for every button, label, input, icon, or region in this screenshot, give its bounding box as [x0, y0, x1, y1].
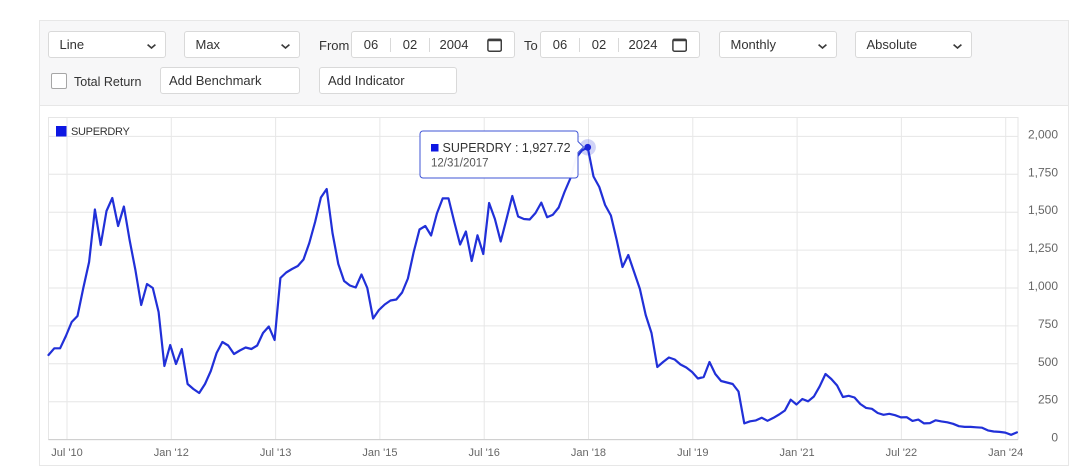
svg-text:0: 0 — [1051, 431, 1058, 445]
svg-text:1,000: 1,000 — [1028, 279, 1058, 293]
svg-text:Jan '18: Jan '18 — [571, 447, 606, 459]
svg-text:1,250: 1,250 — [1028, 241, 1058, 255]
svg-text:Jul '13: Jul '13 — [260, 447, 291, 459]
svg-text:12/31/2017: 12/31/2017 — [431, 158, 489, 170]
svg-text:2,000: 2,000 — [1028, 127, 1058, 141]
svg-text:SUPERDRY: SUPERDRY — [71, 126, 130, 138]
svg-text:Jan '21: Jan '21 — [780, 447, 815, 459]
svg-text:1,750: 1,750 — [1028, 165, 1058, 179]
svg-text:750: 750 — [1038, 317, 1058, 331]
svg-text:SUPERDRY : 1,927.72: SUPERDRY : 1,927.72 — [443, 141, 571, 155]
svg-text:250: 250 — [1038, 393, 1058, 407]
svg-text:Jul '16: Jul '16 — [468, 447, 499, 459]
svg-text:1,500: 1,500 — [1028, 203, 1058, 217]
svg-text:Jul '22: Jul '22 — [886, 447, 917, 459]
svg-text:Jul '19: Jul '19 — [677, 447, 708, 459]
svg-text:500: 500 — [1038, 355, 1058, 369]
svg-text:Jul '10: Jul '10 — [51, 447, 82, 459]
svg-text:Jan '12: Jan '12 — [154, 447, 189, 459]
svg-text:Jan '15: Jan '15 — [362, 447, 397, 459]
svg-text:Jan '24: Jan '24 — [988, 447, 1023, 459]
